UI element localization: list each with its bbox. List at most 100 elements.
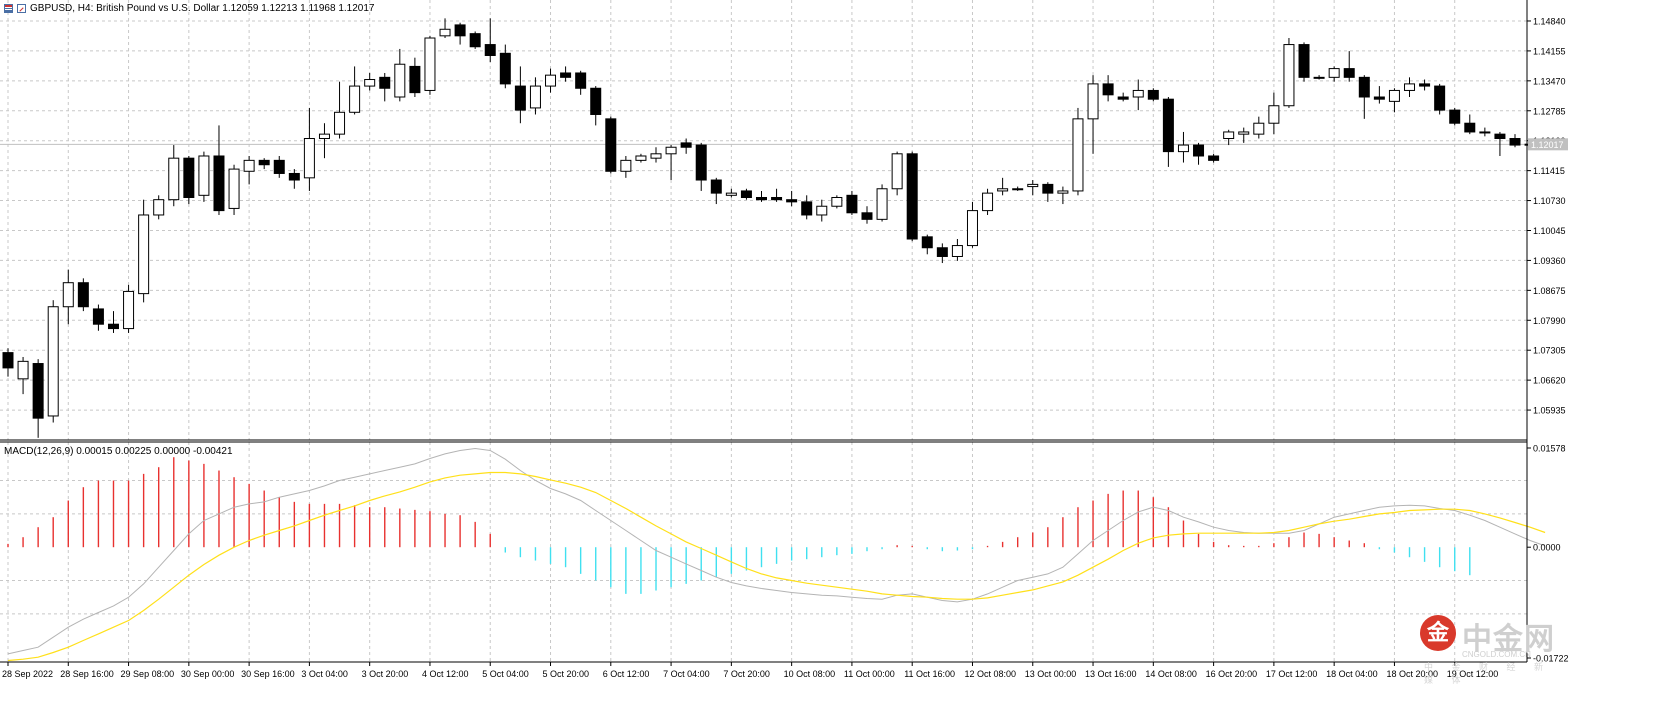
candle bbox=[1268, 92, 1280, 135]
candle bbox=[1117, 92, 1129, 102]
macd-histogram bbox=[7, 457, 1471, 594]
candle-body-bear bbox=[77, 282, 89, 308]
y-tick-label: 1.07305 bbox=[1533, 346, 1566, 356]
candle-body-bull bbox=[168, 157, 180, 201]
candle-body-bear bbox=[786, 199, 798, 203]
candle bbox=[1388, 88, 1400, 113]
x-tick-label: 4 Oct 12:00 bbox=[422, 669, 469, 679]
candle-body-bull bbox=[1072, 118, 1084, 192]
candle bbox=[620, 155, 632, 178]
candle bbox=[1177, 131, 1189, 163]
candle-body-bear bbox=[469, 33, 481, 48]
candle bbox=[951, 239, 963, 261]
candle bbox=[831, 195, 843, 209]
candle bbox=[1373, 86, 1385, 104]
y-tick-label: 1.08675 bbox=[1533, 286, 1566, 296]
candle bbox=[364, 72, 376, 91]
candle bbox=[921, 234, 933, 255]
candle-body-bull bbox=[1012, 188, 1024, 191]
candle-body-bear bbox=[484, 44, 496, 56]
candle-body-bear bbox=[1509, 138, 1521, 146]
candle bbox=[258, 158, 270, 170]
candle-body-bear bbox=[1117, 96, 1129, 100]
candle-body-bear bbox=[1419, 83, 1431, 87]
x-tick-label: 10 Oct 08:00 bbox=[784, 669, 836, 679]
candle-body-bull bbox=[138, 214, 150, 295]
x-tick-label: 28 Sep 16:00 bbox=[60, 669, 114, 679]
candle bbox=[680, 138, 692, 154]
candle-body-bull bbox=[439, 28, 451, 37]
candle bbox=[1404, 77, 1416, 98]
logo-tag: 中 金 财 经 新 媒 体 bbox=[1424, 662, 1552, 685]
candle-body-bull bbox=[17, 360, 29, 380]
candle-body-bull bbox=[394, 63, 406, 98]
candle bbox=[1449, 107, 1461, 126]
y-tick-label: 0.0000 bbox=[1533, 543, 1561, 553]
x-tick-label: 19 Oct 12:00 bbox=[1447, 669, 1499, 679]
candle bbox=[1072, 107, 1084, 196]
candle-body-bull bbox=[1177, 144, 1189, 153]
x-tick-label: 3 Oct 20:00 bbox=[362, 669, 409, 679]
candle bbox=[1087, 75, 1099, 154]
candle-body-bear bbox=[183, 157, 195, 198]
candle bbox=[77, 278, 89, 312]
candle-body-bear bbox=[288, 172, 300, 181]
x-tick-label: 13 Oct 00:00 bbox=[1025, 669, 1077, 679]
x-tick-label: 17 Oct 12:00 bbox=[1266, 669, 1318, 679]
candle-body-bull bbox=[966, 210, 978, 247]
indicator-icon[interactable] bbox=[17, 4, 26, 13]
candle-body-bear bbox=[454, 24, 466, 37]
candle-body-bear bbox=[1102, 83, 1114, 96]
candle-body-bear bbox=[1373, 96, 1385, 100]
candle-body-bear bbox=[213, 155, 225, 212]
logo-mark: 金 bbox=[1420, 615, 1456, 651]
y-tick-label: 1.13470 bbox=[1533, 76, 1566, 86]
time-axis: 28 Sep 2022 28 Sep 16:00 29 Sep 08:00 30 Se… bbox=[2, 662, 1498, 679]
candle-body-bear bbox=[379, 76, 391, 89]
candle bbox=[1419, 79, 1431, 91]
candle bbox=[786, 190, 798, 207]
candle-body-bear bbox=[1449, 109, 1461, 124]
candle-body-bull bbox=[620, 159, 632, 172]
x-tick-label: 18 Oct 04:00 bbox=[1326, 669, 1378, 679]
candle bbox=[499, 44, 511, 89]
candle bbox=[123, 284, 135, 333]
candle-body-bull bbox=[153, 199, 165, 216]
y-tick-label: 1.10045 bbox=[1533, 226, 1566, 236]
candle bbox=[183, 155, 195, 205]
y-tick-label: 1.06620 bbox=[1533, 376, 1566, 386]
candle bbox=[1328, 66, 1340, 82]
candle bbox=[62, 269, 74, 325]
candle-body-bull bbox=[1404, 83, 1416, 91]
current-price-tag bbox=[1528, 138, 1568, 151]
candle bbox=[1042, 182, 1054, 202]
candle-body-bear bbox=[921, 236, 933, 249]
candle bbox=[1027, 180, 1039, 196]
x-tick-label: 5 Oct 20:00 bbox=[543, 669, 590, 679]
x-tick-label: 6 Oct 12:00 bbox=[603, 669, 650, 679]
candle-body-bull bbox=[665, 146, 677, 155]
chart-icon[interactable] bbox=[4, 4, 13, 13]
candle-body-bull bbox=[951, 245, 963, 257]
candle bbox=[334, 81, 346, 139]
y-tick-label: -0.01722 bbox=[1533, 654, 1569, 664]
candle-body-bear bbox=[499, 52, 511, 85]
candle-body-bear bbox=[1162, 98, 1174, 153]
candle-body-bear bbox=[258, 159, 270, 166]
candle-body-bear bbox=[1343, 68, 1355, 78]
chart-frames bbox=[0, 0, 1528, 663]
candle-body-bull bbox=[228, 168, 240, 209]
macd-axis: 0.01578 0.0000 -0.01722 bbox=[1527, 444, 1569, 664]
candlestick-series bbox=[2, 18, 1536, 438]
x-tick-label: 12 Oct 08:00 bbox=[964, 669, 1016, 679]
candle-body-bear bbox=[590, 87, 602, 115]
current-price-label: 1.12017 bbox=[1531, 140, 1564, 150]
candle-body-bull bbox=[303, 138, 315, 179]
candle bbox=[1283, 38, 1295, 108]
candle bbox=[635, 153, 647, 163]
macd-grid bbox=[0, 442, 1527, 662]
candle-body-bull bbox=[1313, 76, 1325, 79]
candle bbox=[514, 66, 526, 124]
candle bbox=[771, 188, 783, 202]
candle-body-bear bbox=[1464, 122, 1476, 133]
